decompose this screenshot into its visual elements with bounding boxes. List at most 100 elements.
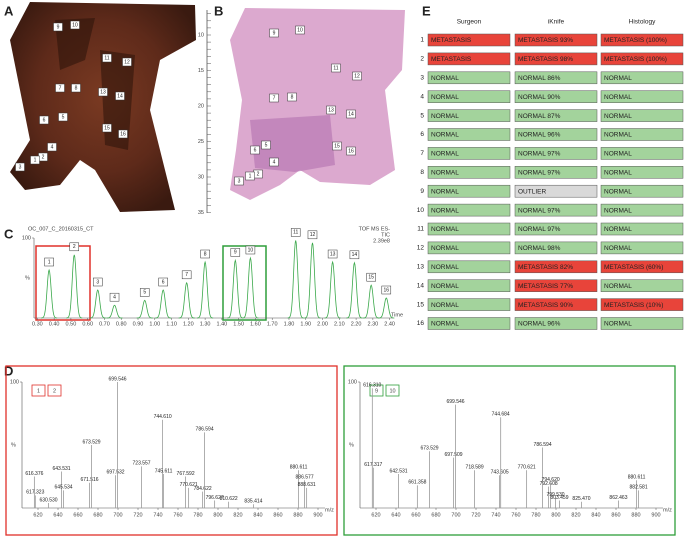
table-cell — [514, 241, 598, 255]
table-header: iKnife — [548, 19, 565, 26]
cell-text: METASTASIS 77% — [518, 283, 573, 290]
tag: 9 — [375, 388, 378, 394]
cell-text: NORMAL — [604, 226, 632, 233]
x-tick-label: 840 — [591, 512, 600, 518]
peak-mz-label: 786.594 — [534, 442, 552, 448]
sample-label-box — [47, 142, 57, 152]
table-cell — [600, 52, 684, 66]
row-number: 1 — [420, 37, 424, 44]
sample-label-box — [15, 162, 25, 172]
x-tick-label: 1.70 — [267, 321, 278, 327]
peak-mz-label: 786.594 — [196, 427, 214, 433]
peak — [242, 256, 259, 319]
table-cell — [514, 52, 598, 66]
ruler-label: 15 — [198, 68, 204, 74]
sample-label-box — [332, 141, 342, 151]
sample-label: 4 — [51, 144, 54, 150]
tag: 10 — [389, 388, 395, 394]
panel-label: A — [4, 3, 14, 18]
peak-label-box — [44, 257, 54, 267]
table-cell — [600, 317, 684, 330]
x-tick-label: 1.20 — [183, 321, 194, 327]
annotation: TIC — [381, 232, 390, 238]
x-tick-label: 2.20 — [351, 321, 362, 327]
table-cell — [514, 203, 598, 217]
cell-text: NORMAL — [604, 151, 632, 158]
x-tick-label: 1.00 — [149, 321, 160, 327]
sample-label: 9 — [57, 24, 60, 30]
table-cell — [427, 71, 511, 85]
cell-text: NORMAL — [431, 94, 459, 101]
cell-text: METASTASIS 98% — [518, 56, 573, 63]
peak-mz-label: 616.376 — [25, 471, 43, 477]
x-tick-label: 900 — [651, 512, 660, 518]
y-axis-label: % — [349, 442, 354, 448]
peak — [324, 260, 341, 319]
cell-text: METASTASIS 82% — [518, 264, 573, 271]
cell-text: NORMAL — [604, 188, 632, 195]
x-axis-label: m/z — [325, 507, 334, 513]
peak-label: 10 — [248, 247, 254, 253]
cell-text: NORMAL — [431, 245, 459, 252]
peak-mz-label: 744.684 — [492, 412, 510, 418]
ruler-label: 30 — [198, 174, 204, 180]
cell-text: METASTASIS (100%) — [604, 56, 667, 63]
cell-text: NORMAL — [431, 264, 459, 271]
x-tick-label: 2.30 — [368, 321, 379, 327]
panel-frame — [343, 365, 676, 536]
x-tick-label: 1.30 — [200, 321, 211, 327]
panel-label: C — [4, 226, 14, 241]
row-number: 15 — [417, 301, 425, 308]
peak-label-box — [181, 270, 192, 280]
x-tick-label: 2.00 — [317, 321, 328, 327]
peak-label-box — [158, 277, 168, 287]
x-tick-label: 620 — [33, 512, 42, 518]
cell-text: NORMAL — [431, 113, 459, 120]
cell-text: NORMAL — [604, 321, 632, 328]
table-cell — [600, 33, 684, 47]
row-number: 4 — [420, 93, 424, 100]
sample-label-box — [55, 83, 65, 93]
peak — [346, 261, 363, 319]
x-tick-label: 680 — [93, 512, 102, 518]
table-cell — [600, 147, 684, 160]
x-tick-label: 0.90 — [133, 321, 144, 327]
table-header: Histology — [629, 19, 656, 26]
cell-text: NORMAL — [431, 207, 459, 214]
x-tick-label: 740 — [491, 512, 500, 518]
peak — [41, 268, 58, 319]
x-tick-label: 640 — [53, 512, 62, 518]
peak-label: 5 — [143, 290, 146, 296]
highlight-green — [222, 245, 267, 321]
tag: 2 — [53, 388, 56, 394]
peak-label: 14 — [352, 252, 358, 258]
sample-label-box — [287, 92, 297, 102]
peak-label-box — [109, 292, 120, 302]
x-tick-label: 620 — [371, 512, 380, 518]
tag-box — [47, 384, 62, 397]
peak — [106, 304, 123, 319]
table-cell — [514, 184, 598, 198]
peak-mz-label: 792.608 — [540, 481, 558, 487]
table-cell — [514, 128, 598, 141]
cell-text: NORMAL 97% — [518, 226, 561, 233]
peak-mz-label: 616.310 — [363, 383, 381, 389]
peak-mz-label: 723.557 — [133, 461, 151, 467]
sample-label: 2 — [257, 171, 260, 177]
peak-label-box — [381, 285, 392, 295]
cell-text: METASTASIS (100%) — [604, 37, 667, 44]
y-tick-label: 100 — [10, 379, 19, 385]
table-cell — [600, 298, 684, 311]
cell-text: NORMAL 97% — [518, 207, 561, 214]
peak — [197, 260, 214, 319]
peak-mz-label: 718.589 — [466, 465, 484, 471]
table-cell — [600, 279, 684, 292]
table-header: Surgeon — [457, 19, 482, 26]
x-tick-label: 700 — [113, 512, 122, 518]
tag-box — [385, 384, 400, 397]
cell-text: NORMAL 87% — [518, 113, 561, 120]
sample-label-box — [269, 93, 279, 103]
x-tick-label: 860 — [611, 512, 620, 518]
peak-label: 3 — [96, 279, 99, 285]
